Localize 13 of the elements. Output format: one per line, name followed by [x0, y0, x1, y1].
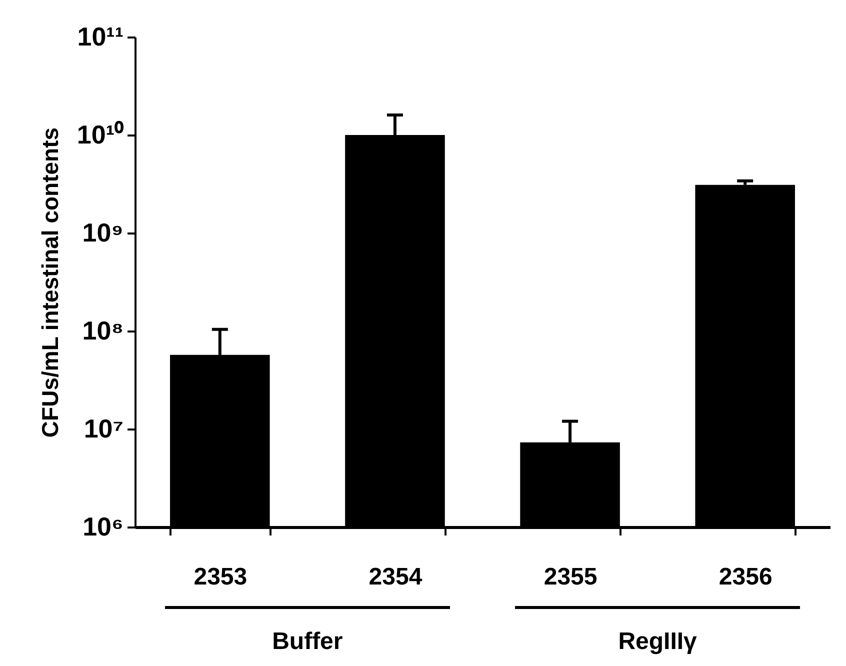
text: Buffer [271, 628, 344, 656]
y-tick-label: 10⁶ [82, 512, 124, 542]
y-tick-label: 10⁸ [82, 316, 124, 346]
y-axis-title: CFUs/mL intestinal contents [36, 127, 63, 438]
x-tick-label: 2355 [544, 564, 598, 590]
x-tick-label: 2356 [718, 564, 772, 590]
x-tick-label: 2354 [368, 564, 423, 590]
x-tick-label: 2353 [194, 564, 248, 590]
y-tick-label: 10¹⁰ [76, 120, 124, 150]
y-tick-label: 10⁹ [82, 218, 124, 248]
y-tick-label: 10¹¹ [77, 22, 124, 52]
y-tick-label: 10⁷ [84, 414, 124, 444]
text: RegIIIγ [617, 628, 698, 656]
